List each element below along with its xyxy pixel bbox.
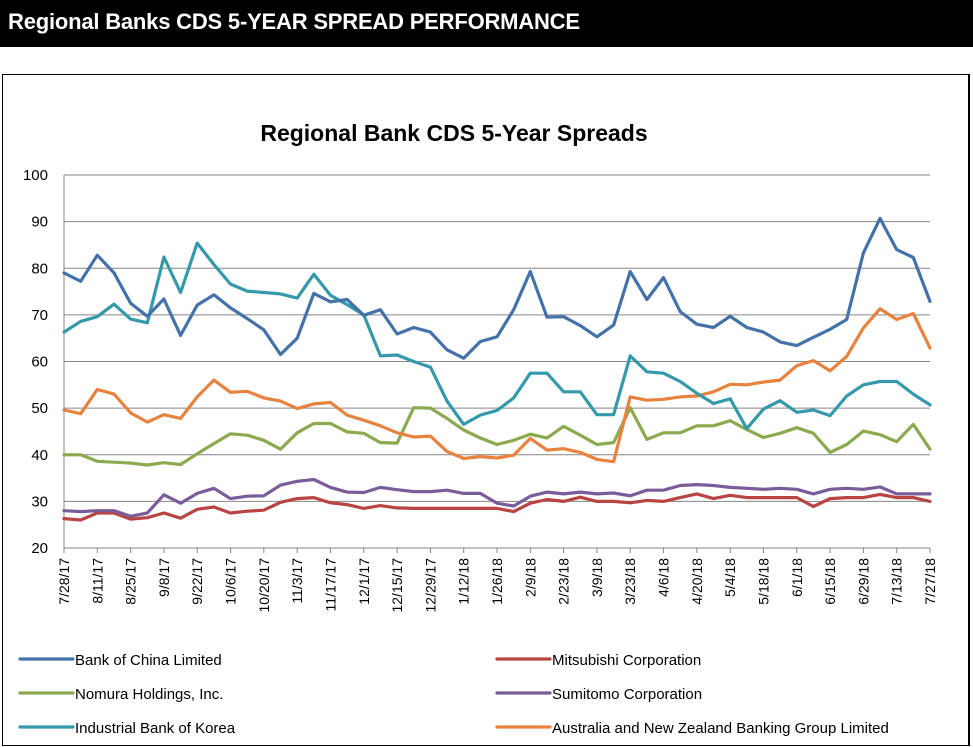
y-axis-ticks: 20 30 40 50 60 70 80 90 100: [23, 167, 48, 557]
legend-item: Australia and New Zealand Banking Group …: [495, 720, 889, 737]
series-line-sumitomo-corporation: [62, 477, 932, 518]
x-tick-label: 4/20/18: [689, 558, 705, 605]
y-tick-label: 30: [31, 493, 48, 510]
legend-label: Mitsubishi Corporation: [552, 652, 701, 669]
legend-label: Industrial Bank of Korea: [75, 720, 236, 737]
y-tick-label: 90: [31, 214, 48, 231]
legend-item: Bank of China Limited: [18, 652, 222, 669]
x-tick-label: 6/1/18: [789, 558, 805, 597]
x-tick-label: 2/9/18: [522, 558, 538, 597]
x-tick-label: 10/20/17: [256, 558, 272, 613]
x-tick-label: 4/6/18: [656, 558, 672, 597]
header-bar: Regional Banks CDS 5-YEAR SPREAD PERFORM…: [0, 0, 973, 47]
x-tick-label: 1/26/18: [489, 558, 505, 605]
chart-title: Regional Bank CDS 5-Year Spreads: [260, 120, 647, 146]
x-tick-label: 12/15/17: [389, 558, 405, 613]
legend-label: Australia and New Zealand Banking Group …: [552, 720, 889, 737]
x-tick-label: 8/25/17: [123, 558, 139, 605]
x-tick-label: 7/28/17: [56, 558, 72, 605]
legend-item: Nomura Holdings, Inc.: [18, 686, 223, 703]
x-tick-label: 3/23/18: [622, 558, 638, 605]
gridlines: [64, 174, 930, 549]
page-title: Regional Banks CDS 5-YEAR SPREAD PERFORM…: [8, 9, 580, 34]
series-lines: [62, 216, 932, 522]
x-tick-label: 5/4/18: [722, 558, 738, 597]
x-tick-label: 7/27/18: [922, 558, 938, 605]
x-tick-label: 6/29/18: [855, 558, 871, 605]
x-tick-label: 7/13/18: [889, 558, 905, 605]
y-tick-label: 80: [31, 260, 48, 277]
x-tick-label: 11/3/17: [289, 558, 305, 604]
x-tick-label: 8/11/17: [89, 558, 105, 604]
y-tick-label: 50: [31, 400, 48, 417]
y-tick-label: 60: [31, 354, 48, 371]
legend-item: Industrial Bank of Korea: [18, 720, 236, 737]
x-tick-label: 12/29/17: [422, 558, 438, 613]
legend-label: Bank of China Limited: [75, 652, 222, 669]
legend-label: Sumitomo Corporation: [552, 686, 702, 703]
x-tick-label: 3/9/18: [589, 558, 605, 597]
x-tick-label: 6/15/18: [822, 558, 838, 605]
x-axis: 7/28/17 8/11/17 8/25/17 9/8/17 9/22/17 10/6/1…: [56, 175, 938, 613]
legend: Bank of China Limited Mitsubishi Corporat…: [18, 652, 889, 737]
y-tick-label: 40: [31, 447, 48, 464]
x-tick-label: 12/1/17: [356, 558, 372, 605]
x-tick-label: 11/17/17: [322, 558, 338, 612]
series-line-industrial-bank-of-korea: [62, 241, 932, 431]
legend-item: Mitsubishi Corporation: [495, 652, 701, 669]
x-tick-label: 9/22/17: [189, 558, 205, 605]
x-tick-label: 5/18/18: [755, 558, 771, 605]
chart-frame: [2, 74, 970, 746]
x-tick-label: 1/12/18: [456, 558, 472, 605]
x-tick-label: 9/8/17: [156, 558, 172, 597]
series-line-bank-of-china-limited: [62, 216, 932, 360]
y-tick-label: 20: [31, 540, 48, 557]
y-tick-label: 70: [31, 307, 48, 324]
series-line-mitsubishi-corporation: [62, 492, 932, 522]
series-line-nomura-holdings-inc: [62, 406, 932, 467]
x-tick-label: 2/23/18: [556, 558, 572, 605]
y-tick-label: 100: [23, 167, 48, 184]
series-line-australia-and-new-zealand-banking-group-limited: [62, 307, 932, 464]
legend-item: Sumitomo Corporation: [495, 686, 702, 703]
legend-label: Nomura Holdings, Inc.: [75, 686, 223, 703]
x-tick-label: 10/6/17: [223, 558, 239, 605]
